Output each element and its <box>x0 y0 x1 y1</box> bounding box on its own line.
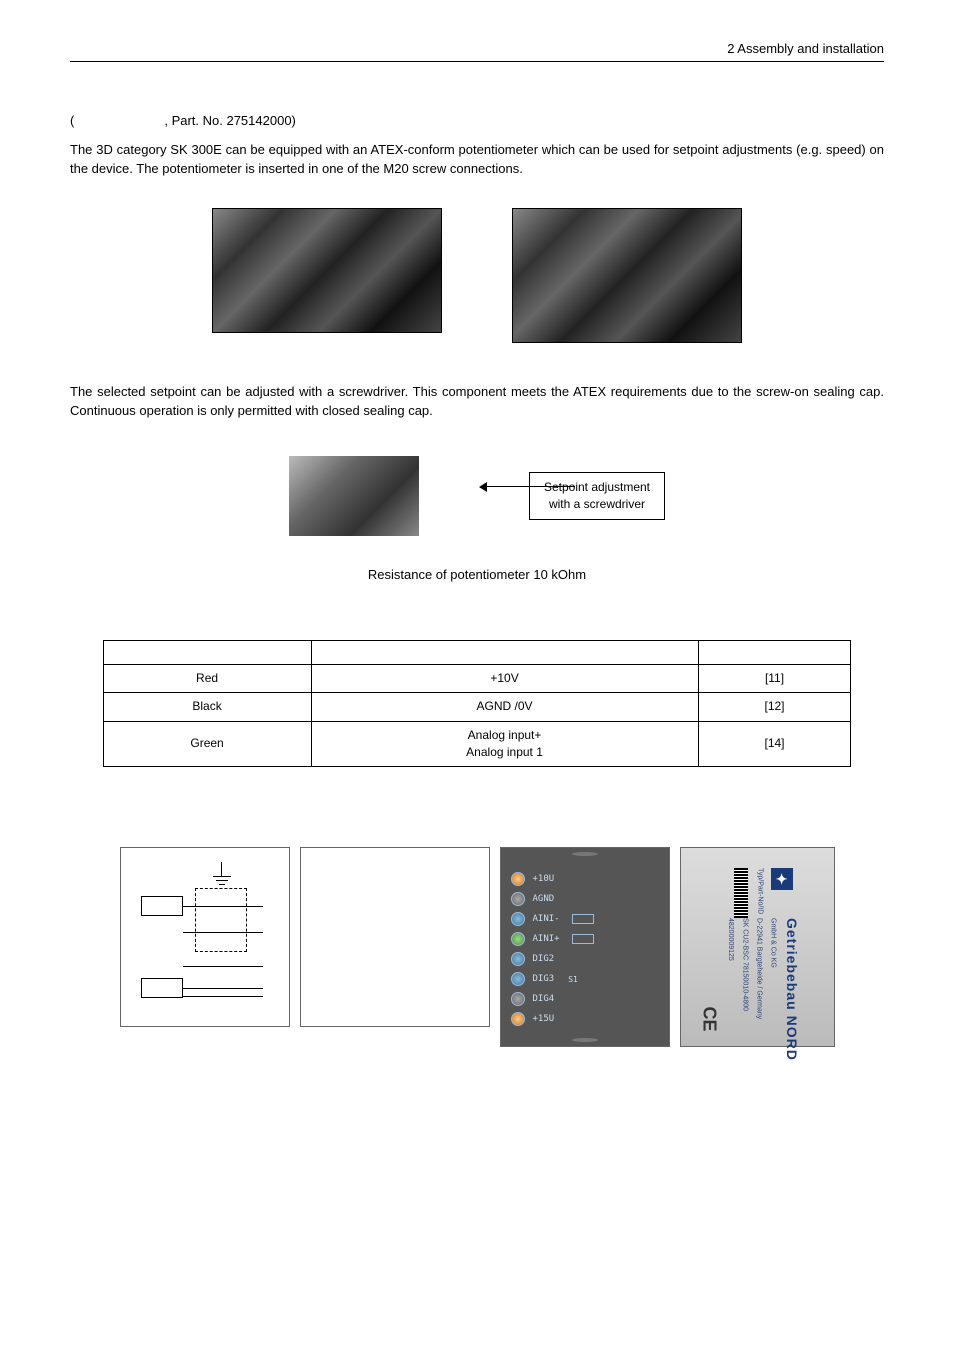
schem-dashed-box <box>195 888 247 952</box>
cell-terminal: [11] <box>698 664 851 692</box>
intro-paragraph: The 3D category SK 300E can be equipped … <box>70 141 884 179</box>
cell-terminal: [14] <box>698 721 851 767</box>
dip-icon <box>572 934 594 944</box>
table-row: Black AGND /0V [12] <box>103 693 851 721</box>
terminal-row: +10U <box>511 872 555 886</box>
screw-hole-icon <box>572 852 598 856</box>
nameplate-addr: D-22941 Bargteheide / Germany <box>753 918 763 1061</box>
table-row: Red +10V [11] <box>103 664 851 692</box>
terminal-label: +10U <box>533 873 555 886</box>
cell-signal: Analog input+ Analog input 1 <box>311 721 698 767</box>
terminal-row: AINI- <box>511 912 594 926</box>
potentiometer-photo-left <box>212 208 442 333</box>
table-header-row <box>103 640 851 664</box>
cell-color: Black <box>103 693 311 721</box>
nameplate-num: 48200009125 <box>725 918 735 1061</box>
terminal-row: DIG4 <box>511 992 555 1006</box>
blank-panel <box>300 847 490 1027</box>
screwdriver-row: Setpoint adjustment with a screwdriver <box>70 446 884 546</box>
terminal-label: AINI- <box>533 913 560 926</box>
terminal-label: DIG4 <box>533 993 555 1006</box>
nameplate-panel: Typ/Part-No/ID ✦ 48200009125 SK CU2-BSC … <box>680 847 835 1047</box>
terminal-dot-icon <box>511 932 525 946</box>
pointer-arrow <box>485 486 575 487</box>
terminal-row: AINI+ <box>511 932 594 946</box>
nord-brand: Getriebebau NORD <box>782 918 802 1061</box>
terminal-dot-icon <box>511 1012 525 1026</box>
bottom-figure-row: +10U AGND AINI- AINI+ DIG2 DIG3 S1 DIG4 +… <box>70 847 884 1047</box>
terminal-label: AGND <box>533 893 555 906</box>
terminal-row: DIG3 S1 <box>511 972 578 986</box>
page-header: 2 Assembly and installation <box>70 40 884 62</box>
below-paragraph: The selected setpoint can be adjusted wi… <box>70 383 884 421</box>
screw-hole-icon <box>572 1038 598 1042</box>
nameplate-partno: Typ/Part-No/ID <box>754 868 764 914</box>
part-number: , Part. No. 275142000) <box>164 113 296 128</box>
nameplate-content: Typ/Part-No/ID ✦ 48200009125 SK CU2-BSC … <box>704 868 824 1026</box>
cell-signal-b: Analog input 1 <box>320 744 690 761</box>
part-number-line: ( , Part. No. 275142000) <box>70 112 884 131</box>
pointer-line2: with a screwdriver <box>544 496 650 513</box>
terminal-dot-icon <box>511 912 525 926</box>
barcode-icon <box>734 868 748 918</box>
cell-signal-a: Analog input+ <box>320 727 690 744</box>
dip-icon <box>572 914 594 924</box>
terminal-dot-icon <box>511 972 525 986</box>
terminal-row: AGND <box>511 892 555 906</box>
terminal-label: AINI+ <box>533 933 560 946</box>
wiring-schematic <box>135 862 275 1012</box>
terminal-dot-icon <box>511 872 525 886</box>
schematic-panel <box>120 847 290 1027</box>
product-photo-row <box>70 208 884 343</box>
resistance-line: Resistance of potentiometer 10 kOhm <box>70 566 884 585</box>
pointer-line1: Setpoint adjustment <box>544 479 650 496</box>
terminal-row: DIG2 <box>511 952 555 966</box>
nameplate-sk: SK CU2-BSC 78150010-4800 <box>739 918 749 1061</box>
schem-box-top <box>141 896 183 916</box>
cell-terminal: [12] <box>698 693 851 721</box>
terminal-dot-icon <box>511 952 525 966</box>
ground-symbol <box>211 862 233 888</box>
paren-open: ( <box>70 113 74 128</box>
header-section: 2 Assembly and installation <box>727 40 884 59</box>
terminal-label: DIG2 <box>533 953 555 966</box>
terminal-row: +15U <box>511 1012 555 1026</box>
connection-table: Red +10V [11] Black AGND /0V [12] Green … <box>103 640 852 768</box>
screwdriver-photo <box>289 456 419 536</box>
schem-box-bottom <box>141 978 183 998</box>
terminal-dot-icon <box>511 892 525 906</box>
ce-mark: CE <box>696 1007 722 1032</box>
nord-logo-icon: ✦ <box>771 868 793 890</box>
cell-color: Green <box>103 721 311 767</box>
cell-signal: AGND /0V <box>311 693 698 721</box>
table-row: Green Analog input+ Analog input 1 [14] <box>103 721 851 767</box>
nameplate-company: GmbH & Co KG <box>767 918 777 1061</box>
s1-label: S1 <box>568 974 578 986</box>
terminal-dot-icon <box>511 992 525 1006</box>
terminal-label: DIG3 <box>533 973 555 986</box>
terminal-block-panel: +10U AGND AINI- AINI+ DIG2 DIG3 S1 DIG4 +… <box>500 847 670 1047</box>
pointer-box: Setpoint adjustment with a screwdriver <box>529 472 665 521</box>
cell-signal: +10V <box>311 664 698 692</box>
cell-color: Red <box>103 664 311 692</box>
terminal-label: +15U <box>533 1013 555 1026</box>
potentiometer-photo-right <box>512 208 742 343</box>
